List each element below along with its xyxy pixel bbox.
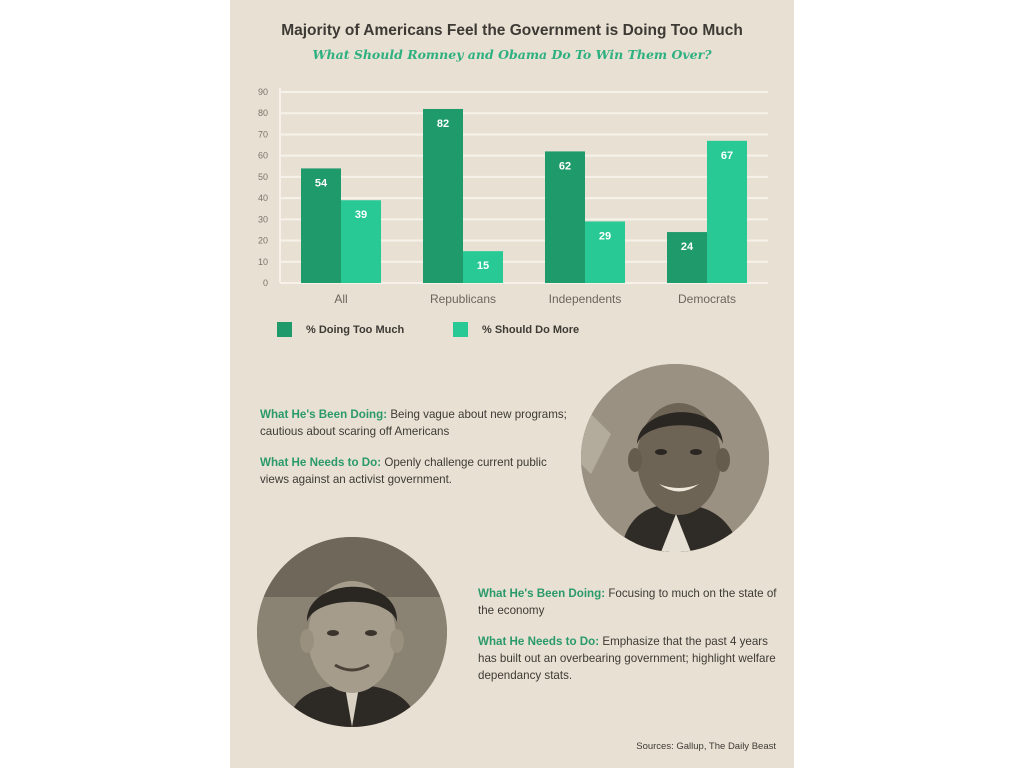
bar-value-label: 29 bbox=[599, 230, 611, 242]
bar bbox=[667, 232, 707, 283]
romney-portrait bbox=[257, 537, 447, 727]
y-tick-label: 50 bbox=[258, 172, 268, 182]
bar bbox=[341, 200, 381, 283]
bar-value-label: 24 bbox=[681, 241, 694, 253]
y-tick-label: 90 bbox=[258, 87, 268, 97]
x-category-label: All bbox=[334, 292, 347, 306]
obama-needs-label: What He Needs to Do: bbox=[260, 456, 382, 469]
bar-value-label: 15 bbox=[477, 260, 489, 272]
y-tick-label: 80 bbox=[258, 108, 268, 118]
y-tick-label: 30 bbox=[258, 214, 268, 224]
legend-item-do-more: % Should Do More bbox=[453, 322, 579, 337]
legend-swatch-too-much bbox=[277, 322, 292, 337]
obama-doing-label: What He's Been Doing: bbox=[260, 408, 388, 421]
y-tick-label: 40 bbox=[258, 193, 268, 203]
chart-title: Majority of Americans Feel the Governmen… bbox=[281, 22, 743, 39]
obama-portrait bbox=[581, 364, 769, 552]
x-category-label: Democrats bbox=[678, 292, 736, 306]
chart-subtitle: What Should Romney and Obama Do To Win T… bbox=[312, 47, 712, 62]
romney-needs-label: What He Needs to Do: bbox=[478, 635, 600, 648]
bar bbox=[301, 168, 341, 283]
y-tick-label: 60 bbox=[258, 151, 268, 161]
bar bbox=[707, 140, 747, 283]
bar bbox=[585, 221, 625, 283]
bar-value-label: 67 bbox=[721, 150, 733, 162]
bar bbox=[423, 108, 463, 283]
obama-doing-text: Being vague about new programs; cautious… bbox=[260, 408, 567, 438]
obama-blurb: What He's Been Doing: Being vague about … bbox=[260, 406, 570, 502]
legend-label-too-much: % Doing Too Much bbox=[306, 323, 405, 336]
romney-doing-text: Focusing to much on the state of the eco… bbox=[478, 587, 777, 617]
legend-swatch-do-more bbox=[453, 322, 468, 337]
bar-value-label: 39 bbox=[355, 209, 367, 221]
obama-needs-text: Openly challenge current public views ag… bbox=[260, 456, 547, 486]
romney-needs-text: Emphasize that the past 4 years has buil… bbox=[478, 635, 776, 682]
bar-chart: 0 10 20 30 40 50 60 70 80 90 54 39 All 82 15 Republican… bbox=[258, 87, 768, 306]
infographic: Majority of Americans Feel the Governmen… bbox=[230, 0, 794, 768]
bar-value-label: 54 bbox=[315, 177, 328, 189]
x-category-label: Republicans bbox=[430, 292, 496, 306]
bar-value-label: 62 bbox=[559, 160, 571, 172]
bar-value-label: 82 bbox=[437, 118, 449, 130]
y-tick-label: 10 bbox=[258, 257, 268, 267]
legend-item-too-much: % Doing Too Much bbox=[277, 322, 404, 337]
legend-label-do-more: % Should Do More bbox=[482, 323, 580, 336]
source-note: Sources: Gallup, The Daily Beast bbox=[636, 741, 776, 752]
bar bbox=[463, 251, 503, 283]
romney-blurb: What He's Been Doing: Focusing to much o… bbox=[478, 585, 778, 698]
romney-doing-label: What He's Been Doing: bbox=[478, 587, 606, 600]
bar bbox=[545, 151, 585, 283]
y-tick-label: 0 bbox=[263, 278, 268, 288]
y-tick-label: 70 bbox=[258, 129, 268, 139]
y-tick-label: 20 bbox=[258, 236, 268, 246]
x-category-label: Independents bbox=[549, 292, 622, 306]
